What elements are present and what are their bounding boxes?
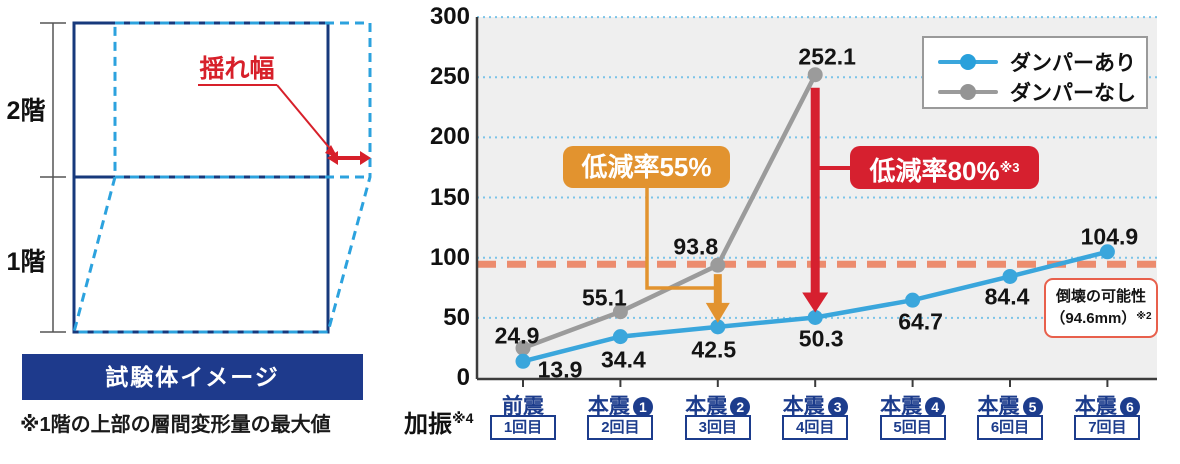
collapse-threshold-line2: （94.6mm）※2 [1050,310,1152,327]
x-category-label-4: 本震 3 [750,390,880,420]
specimen-banner: 試験体イメージ [22,354,363,400]
legend-item-damper-off: ダンパーなし [938,77,1138,107]
legend-line-blue-icon [938,54,998,70]
x-round-box-3: 3回目 [684,415,751,440]
legend-item-damper-on: ダンパーあり [938,47,1138,77]
series-point-damper-off-3 [710,257,726,273]
series-point-damper-on-4 [807,309,823,325]
x-axis-title-text: 加振 [404,411,452,438]
x-axis-title-ref: ※4 [452,410,474,426]
data-label-damper-on-1: 13.9 [537,356,583,383]
x-category-text: 本震 [977,395,1020,418]
data-label-damper-on-7: 104.9 [1080,223,1139,250]
reduction-55-arrow-head [705,302,730,323]
y-tick-label-300: 300 [429,3,470,31]
x-round-box-2: 2回目 [587,415,654,440]
x-category-label-3: 本震 2 [653,390,783,420]
data-label-damper-on-4: 50.3 [798,325,844,352]
legend-label-damper-off: ダンパーなし [1010,82,1136,105]
y-tick-label-50: 50 [443,303,470,331]
x-round-box-1: 1回目 [490,415,556,440]
data-label-damper-on-3: 42.5 [691,336,737,363]
chart-legend: ダンパーあり ダンパーなし [922,36,1148,109]
data-label-damper-on-6: 84.4 [984,283,1030,310]
x-category-label-5: 本震 4 [848,390,978,420]
series-point-damper-off-1 [515,340,531,356]
data-label-damper-on-2: 34.4 [601,346,646,373]
x-category-circled-number: 6 [1119,397,1140,417]
series-point-damper-on-2 [612,329,628,345]
reduction-80-badge: 低減率80%※3 [850,146,1039,189]
storey-measure-line [40,22,66,333]
x-round-box-5: 5回目 [879,415,946,440]
x-round-box-7: 7回目 [1074,415,1141,440]
x-category-label-2: 本震 1 [555,390,685,420]
series-point-damper-on-6 [1002,268,1018,284]
collapse-threshold-line1: 倒壊の可能性 [1055,288,1146,306]
x-category-label-1: 前震 [458,390,588,420]
x-category-circled-number: 4 [925,397,946,417]
x-category-circled-number: 2 [730,397,751,417]
x-category-text: 本震 [782,395,825,418]
x-category-text: 本震 [587,395,630,418]
y-tick-label-0: 0 [456,364,470,391]
reduction-55-connector [645,188,715,290]
legend-line-gray-icon [938,84,998,100]
series-point-damper-on-1 [515,353,531,369]
reduction-80-text: 低減率80% [869,156,1000,186]
reduction-80-arrow-head [802,292,829,313]
reduction-55-badge: 低減率55% [563,146,730,188]
sway-width-label: 揺れ幅 [199,55,275,83]
reduction-80-ref: ※3 [999,160,1020,175]
floor1-label: 1階 [6,248,46,276]
x-category-text: 本震 [880,395,923,418]
legend-label-damper-on: ダンパーあり [1010,52,1136,75]
x-category-text: 本震 [1074,395,1117,418]
y-tick-label-200: 200 [429,123,470,151]
y-tick-label-100: 100 [429,243,470,271]
series-point-damper-off-4 [807,67,823,83]
series-point-damper-on-3 [710,319,726,335]
y-tick-label-150: 150 [429,183,470,211]
diagram-footnote: ※1階の上部の層間変形量の最大値 [20,414,331,436]
collapse-threshold-note: 倒壊の可能性 （94.6mm）※2 [1044,278,1158,338]
frame-deformed [72,21,372,334]
x-round-box-6: 6回目 [977,415,1043,440]
floor2-label: 2階 [6,97,46,125]
x-category-circled-number: 3 [827,397,848,417]
x-category-label-6: 本震 5 [945,390,1075,420]
x-axis-title: 加振※4 [404,404,473,439]
y-tick-label-250: 250 [429,63,470,91]
data-label-damper-off-4: 252.1 [798,43,856,70]
x-category-circled-number: 5 [1022,397,1043,417]
series-point-damper-off-2 [612,304,628,320]
collapse-threshold-ref: ※2 [1136,311,1152,322]
series-point-damper-on-7 [1099,244,1115,260]
series-point-damper-on-5 [905,292,921,308]
x-category-text: 前震 [502,395,544,418]
x-category-label-7: 本震 6 [1042,390,1172,420]
series-line-damper-off [522,73,818,351]
data-label-damper-off-3: 93.8 [673,233,719,260]
data-label-damper-off-1: 24.9 [494,322,540,349]
x-round-box-4: 4回目 [782,415,849,440]
data-label-damper-on-5: 64.7 [898,308,943,335]
sway-annotation [198,84,371,165]
x-category-text: 本震 [685,395,728,418]
data-label-damper-off-2: 55.1 [582,284,627,311]
x-category-circled-number: 1 [632,397,653,417]
